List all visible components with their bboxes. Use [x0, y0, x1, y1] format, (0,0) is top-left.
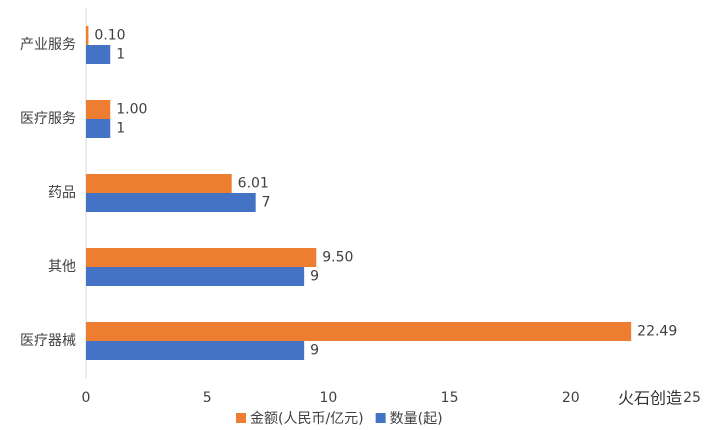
- bar: [86, 100, 111, 119]
- bar: [86, 322, 632, 341]
- y-tick-label: 医疗器械: [20, 333, 76, 349]
- watermark: 火石创造: [618, 389, 682, 408]
- bar: [86, 174, 232, 193]
- bar: [86, 119, 111, 138]
- data-label: 22.49: [637, 324, 677, 340]
- y-tick-label: 产业服务: [20, 37, 76, 53]
- data-label: 9.50: [322, 250, 353, 266]
- bar: [86, 341, 305, 360]
- data-label: 7: [262, 195, 271, 211]
- y-tick-label: 其他: [48, 259, 76, 275]
- data-label: 0.10: [94, 28, 125, 44]
- data-label: 6.01: [238, 176, 269, 192]
- bar: [86, 193, 256, 212]
- x-tick-label: 10: [319, 390, 337, 406]
- bar: [86, 45, 111, 64]
- legend-swatch: [236, 413, 246, 423]
- y-tick-label: 医疗服务: [20, 111, 76, 127]
- x-tick-label: 5: [203, 390, 212, 406]
- legend-label: 数量(起): [390, 411, 443, 427]
- legend-label: 金额(人民币/亿元): [250, 411, 364, 427]
- x-tick-label: 0: [82, 390, 91, 406]
- bar: [86, 248, 317, 267]
- data-label: 1: [116, 47, 125, 63]
- x-tick-label: 25: [683, 390, 701, 406]
- data-label: 1.00: [116, 102, 147, 118]
- bar: [86, 26, 89, 45]
- x-tick-label: 15: [441, 390, 459, 406]
- bar: [86, 267, 305, 286]
- y-tick-label: 药品: [48, 185, 76, 201]
- data-label: 9: [310, 269, 319, 285]
- legend-swatch: [375, 413, 386, 423]
- data-label: 9: [310, 343, 319, 359]
- data-label: 1: [116, 121, 125, 137]
- x-tick-label: 20: [562, 390, 580, 406]
